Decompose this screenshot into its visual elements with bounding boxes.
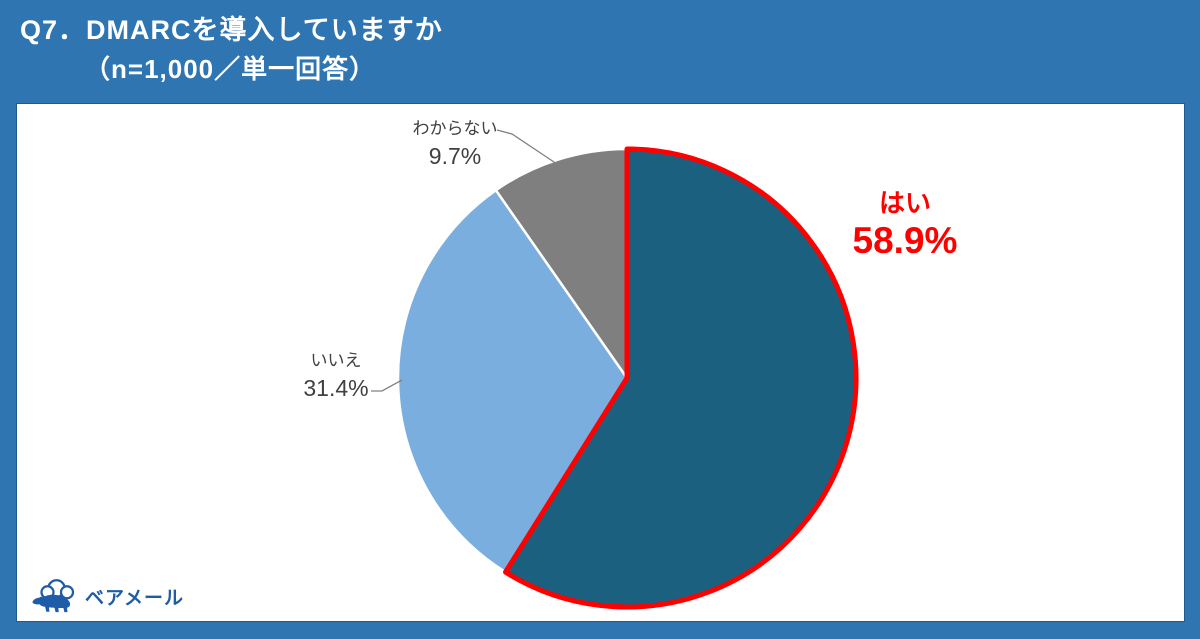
bearmail-logo: ベアメール: [31, 577, 184, 615]
label-unknown-value: 9.7%: [428, 143, 482, 169]
pie-slice-no: [396, 188, 629, 574]
label-yes-name: はい: [878, 188, 931, 218]
label-no-name: いいえ: [310, 351, 362, 370]
pie-slice-unknown: [494, 147, 629, 380]
label-unknown: わからない 9.7%: [385, 116, 525, 170]
chart-header: Q7．DMARCを導入していますか （n=1,000／単一回答）: [20, 10, 443, 88]
chart-panel: わからない 9.7% いいえ 31.4% はい 58.9% ベアメール: [16, 103, 1185, 622]
label-unknown-name: わからない: [412, 119, 498, 138]
question-title: Q7．DMARCを導入していますか: [20, 15, 443, 45]
question-subtitle: （n=1,000／単一回答）: [84, 54, 377, 84]
leader-line-unknown: [496, 129, 558, 165]
logo-text: ベアメール: [85, 587, 185, 609]
pie-slice-yes: [503, 146, 859, 610]
label-yes-value: 58.9%: [852, 220, 958, 261]
pie-chart: [371, 129, 859, 610]
label-yes: はい 58.9%: [805, 186, 1005, 262]
label-no-value: 31.4%: [303, 375, 369, 401]
bear-cloud-icon: [32, 579, 75, 613]
leader-line-no: [371, 379, 403, 392]
label-no: いいえ 31.4%: [261, 348, 411, 402]
